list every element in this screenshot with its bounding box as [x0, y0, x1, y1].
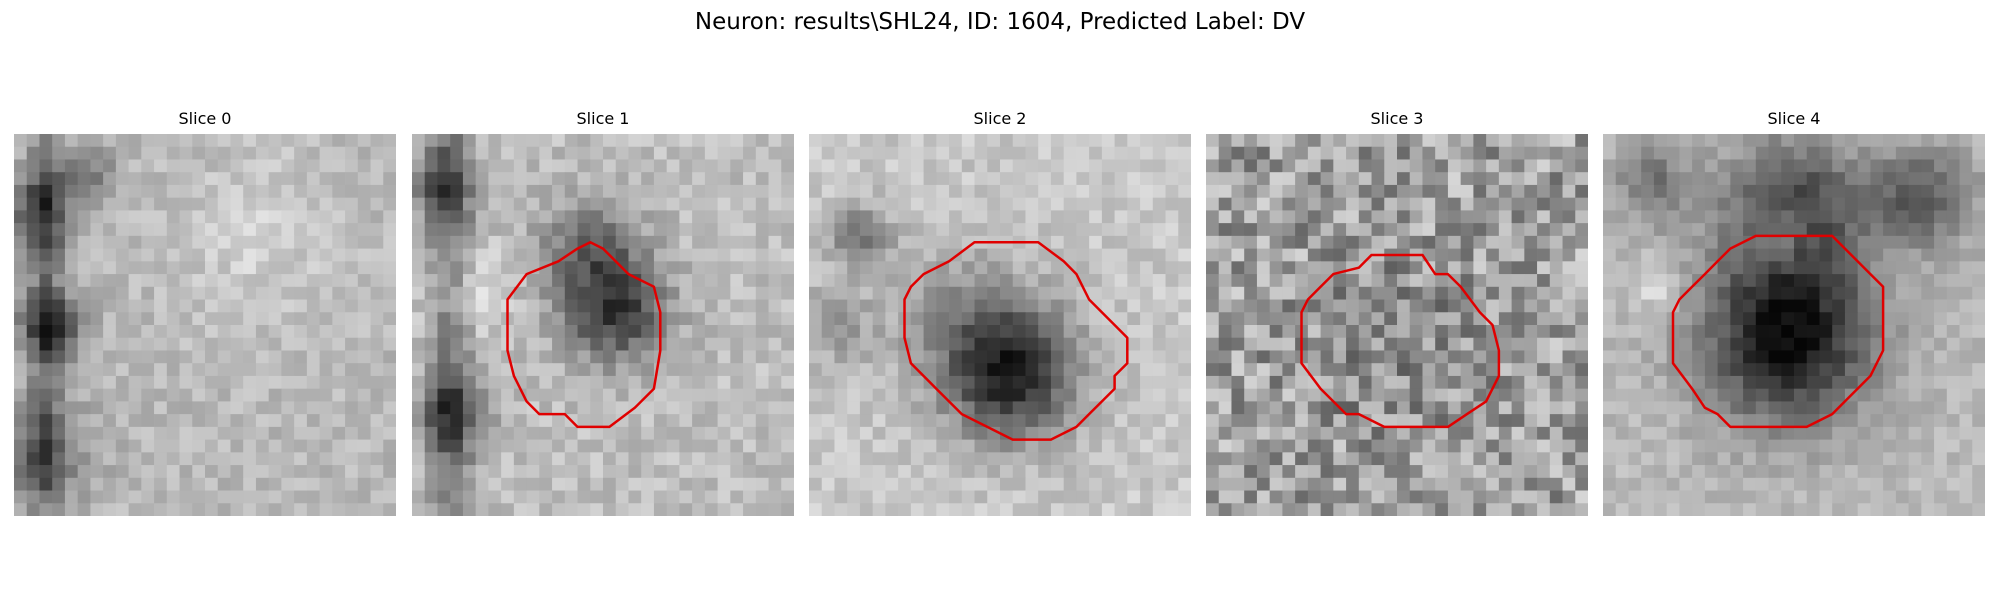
roi-contour — [1671, 234, 1885, 429]
slice-4-image — [1603, 134, 1985, 516]
slice-0-title: Slice 0 — [178, 109, 232, 128]
slice-0-image — [14, 134, 396, 516]
roi-contour — [1300, 253, 1501, 429]
slice-1-title: Slice 1 — [576, 109, 630, 128]
slice-3-title: Slice 3 — [1370, 109, 1424, 128]
slice-3-image — [1206, 134, 1588, 516]
slice-2-title: Slice 2 — [973, 109, 1027, 128]
slice-1-image — [412, 134, 794, 516]
slice-4-title: Slice 4 — [1767, 109, 1821, 128]
figure-title: Neuron: results\SHL24, ID: 1604, Predict… — [694, 9, 1306, 35]
slice-2-image — [809, 134, 1191, 516]
roi-contour — [903, 240, 1129, 441]
roi-contour — [506, 240, 662, 429]
